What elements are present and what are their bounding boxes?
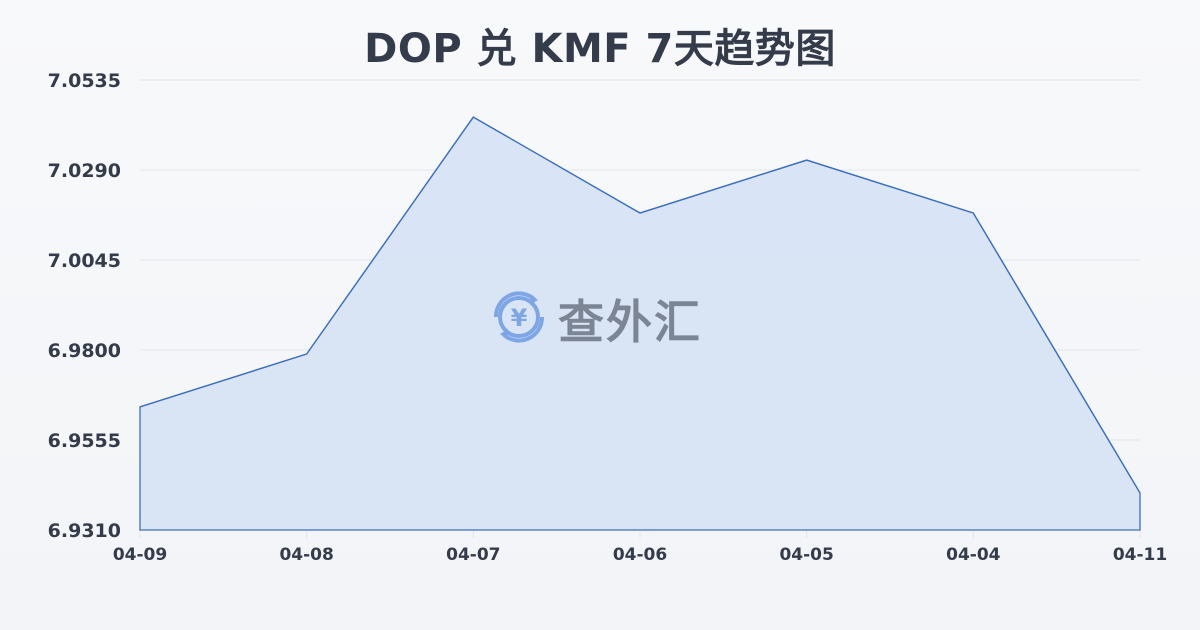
x-tick-label: 04-11 [1113, 545, 1167, 565]
x-tick-label: 04-08 [279, 545, 333, 565]
watermark: ¥ 查外汇 [488, 286, 702, 352]
y-tick-label: 7.0535 [48, 70, 121, 92]
x-tick-label: 04-07 [446, 545, 500, 565]
y-tick-label: 7.0045 [48, 250, 121, 272]
watermark-text: 查外汇 [558, 295, 702, 349]
series-line [139, 116, 1141, 494]
x-axis: 04-09 04-08 04-07 04-06 04-05 04-04 04-11 [113, 530, 1167, 565]
x-tick-label: 04-09 [113, 545, 167, 565]
y-tick-label: 6.9555 [48, 430, 121, 452]
x-tick-label: 04-04 [946, 545, 1001, 565]
yen-exchange-icon: ¥ [488, 286, 550, 352]
y-tick-label: 6.9800 [48, 340, 121, 362]
chart-title: DOP 兑 KMF 7天趋势图 [364, 26, 836, 72]
x-tick-label: 04-05 [779, 545, 833, 565]
y-axis: 7.0535 7.0290 7.0045 6.9800 6.9555 6.9310 [48, 70, 121, 542]
x-tick-label: 04-06 [613, 545, 667, 565]
svg-text:¥: ¥ [511, 304, 528, 332]
y-tick-label: 7.0290 [48, 160, 121, 182]
y-tick-label: 6.9310 [48, 520, 121, 542]
